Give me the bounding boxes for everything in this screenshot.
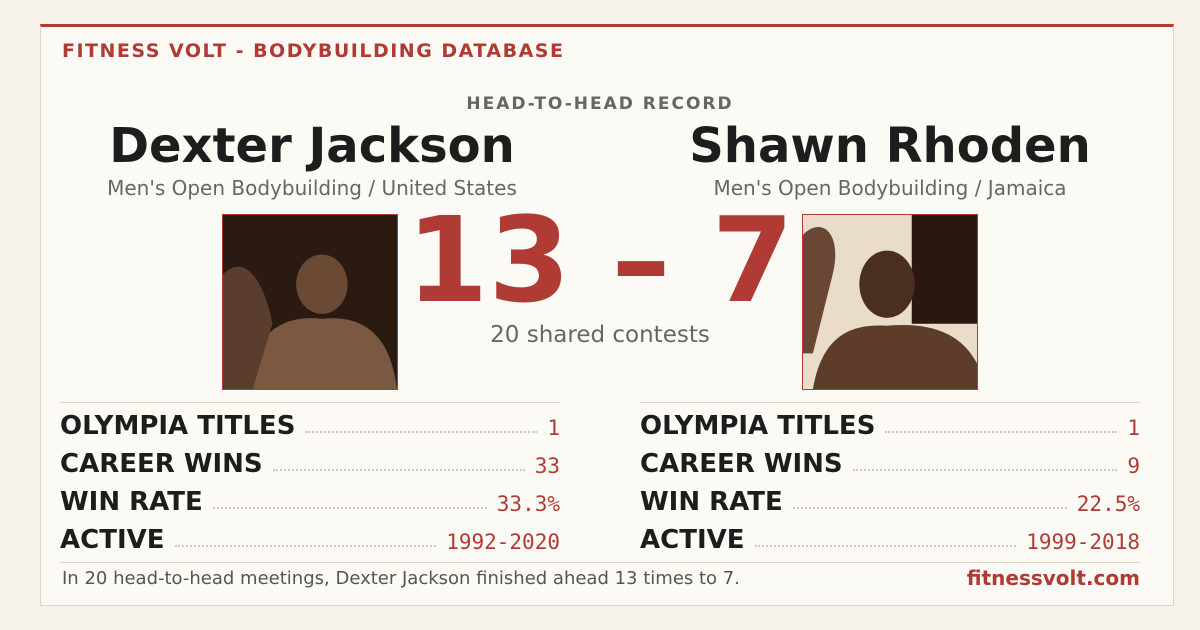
stat-value: 22.5% (1076, 492, 1140, 516)
divider (60, 562, 1140, 563)
stat-value: 33 (534, 454, 560, 478)
score-left: 13 (406, 191, 571, 329)
stats: OLYMPIA TITLES 1 CAREER WINS 33 WIN RATE 33.3… (60, 402, 560, 555)
stat-value: 1999-2018 (1026, 530, 1140, 554)
stat-value: 1 (547, 416, 560, 440)
stat-label: OLYMPIA TITLES (60, 411, 296, 441)
stats: OLYMPIA TITLES 1 CAREER WINS 9 WIN RATE 22.5%… (640, 402, 1140, 555)
athlete-photo (222, 214, 398, 390)
leader (272, 469, 525, 471)
leader (174, 545, 437, 547)
stat-row: OLYMPIA TITLES 1 (60, 403, 560, 441)
leader (792, 507, 1067, 509)
athlete-photo (802, 214, 978, 390)
leader (754, 545, 1017, 547)
stat-label: WIN RATE (60, 487, 203, 517)
score: 13 – 7 (0, 190, 1200, 330)
stat-row: WIN RATE 22.5% (640, 479, 1140, 517)
athlete-name: Shawn Rhoden (689, 118, 1091, 174)
stat-label: CAREER WINS (60, 449, 263, 479)
score-right: 7 (711, 191, 794, 329)
summary: In 20 head-to-head meetings, Dexter Jack… (62, 568, 740, 589)
leader (212, 507, 487, 509)
stat-label: OLYMPIA TITLES (640, 411, 876, 441)
stat-value: 1992-2020 (446, 530, 560, 554)
shared-contests: 20 shared contests (490, 322, 710, 348)
athlete-division: Men's Open Bodybuilding / Jamaica (713, 176, 1067, 200)
stat-value: 9 (1127, 454, 1140, 478)
stat-label: CAREER WINS (640, 449, 843, 479)
stat-label: ACTIVE (640, 525, 745, 555)
stat-row: CAREER WINS 33 (60, 441, 560, 479)
stat-row: ACTIVE 1999-2018 (640, 517, 1140, 555)
leader (885, 431, 1118, 433)
stat-row: WIN RATE 33.3% (60, 479, 560, 517)
leader (305, 431, 538, 433)
stat-row: OLYMPIA TITLES 1 (640, 403, 1140, 441)
section-label: HEAD-TO-HEAD RECORD (466, 94, 734, 114)
stat-label: ACTIVE (60, 525, 165, 555)
stat-value: 33.3% (496, 492, 560, 516)
athlete-name: Dexter Jackson (109, 118, 515, 174)
stat-row: CAREER WINS 9 (640, 441, 1140, 479)
score-separator: – (611, 191, 671, 329)
athlete-division: Men's Open Bodybuilding / United States (107, 176, 517, 200)
brand: FITNESS VOLT - BODYBUILDING DATABASE (62, 40, 565, 62)
stat-value: 1 (1127, 416, 1140, 440)
site-link[interactable]: fitnessvolt.com (966, 566, 1140, 590)
stat-row: ACTIVE 1992-2020 (60, 517, 560, 555)
stat-label: WIN RATE (640, 487, 783, 517)
leader (852, 469, 1118, 471)
